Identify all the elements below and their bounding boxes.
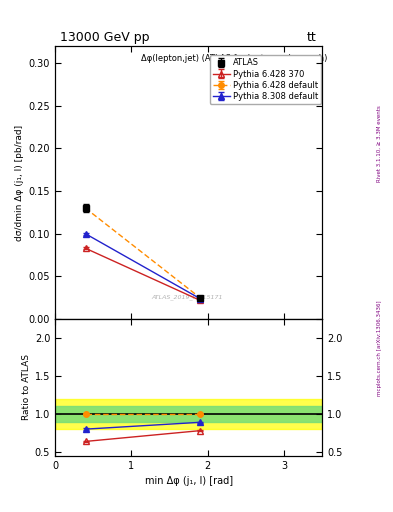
Y-axis label: dσ/dmin Δφ (j₁, l) [pb/rad]: dσ/dmin Δφ (j₁, l) [pb/rad]	[15, 124, 24, 241]
Bar	[55, 399, 322, 429]
Y-axis label: Ratio to ATLAS: Ratio to ATLAS	[22, 354, 31, 420]
Text: ATLAS_2019_I1715171: ATLAS_2019_I1715171	[151, 294, 223, 300]
Bar	[55, 407, 322, 421]
X-axis label: min Δφ (j₁, l) [rad]: min Δφ (j₁, l) [rad]	[145, 476, 233, 486]
Text: Rivet 3.1.10, ≥ 3.3M events: Rivet 3.1.10, ≥ 3.3M events	[377, 105, 382, 182]
Legend: ATLAS, Pythia 6.428 370, Pythia 6.428 default, Pythia 8.308 default: ATLAS, Pythia 6.428 370, Pythia 6.428 de…	[209, 55, 321, 104]
Text: mcplots.cern.ch [arXiv:1306.3436]: mcplots.cern.ch [arXiv:1306.3436]	[377, 301, 382, 396]
Text: 13000 GeV pp: 13000 GeV pp	[61, 31, 150, 44]
Text: Δφ(lepton,jet) (ATLAS for leptoquark search): Δφ(lepton,jet) (ATLAS for leptoquark sea…	[141, 54, 327, 63]
Text: tt: tt	[307, 31, 317, 44]
